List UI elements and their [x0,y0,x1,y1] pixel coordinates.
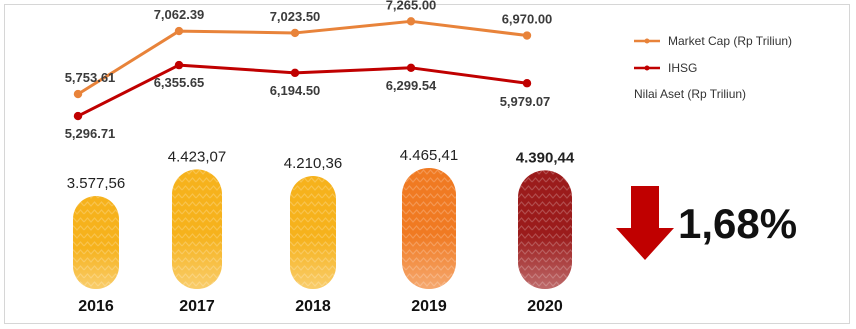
legend-entry-market-cap: Market Cap (Rp Triliun) [634,34,792,48]
legend-market-cap-label: Market Cap (Rp Triliun) [668,34,792,48]
data-point-ihsg-2020 [522,79,532,88]
data-point-ihsg-2016 [73,111,83,121]
legend: Market Cap (Rp Triliun) IHSG Nilai Aset … [634,34,792,101]
series-ihsg: 5,296.71 6,355.65 6,194.50 6,299.54 5,979.07 [65,60,551,141]
legend-ihsg-marker [644,65,650,71]
bar-value-label-2018: 4.210,36 [284,155,342,172]
data-label-market-cap-rp-triliun-2020: 6,970.00 [502,12,553,27]
change-percentage: 1,68% [678,200,797,247]
bar-value-label-2016: 3.577,56 [67,175,125,192]
data-label-market-cap-rp-triliun-2018: 7,023.50 [270,9,321,24]
data-point-market-cap-rp-triliun-2020 [522,31,532,40]
legend-market-cap-marker [644,38,650,44]
data-point-market-cap-rp-triliun-2019 [406,17,416,26]
series-market-cap-rp-triliun: 5,753.61 7,062.39 7,023.50 7,265.00 6,970.00 [65,0,553,99]
bar-shade-2019 [402,168,456,289]
year-label-2020: 2020 [527,298,563,315]
down-arrow-icon [616,186,674,260]
bar-shade-2017 [172,169,222,289]
bar-group-2019: 4.465,41 2019 [400,147,458,315]
year-label-2017: 2017 [179,298,215,315]
data-point-market-cap-rp-triliun-2018 [290,28,300,38]
bar-group-2020: 4.390,44 2020 [516,149,575,315]
legend-nilai-aset-label: Nilai Aset (Rp Triliun) [634,87,746,101]
change-indicator: 1,68% [616,186,797,260]
data-point-ihsg-2018 [290,68,300,78]
chart-frame [4,4,850,324]
bar-group-2016: 3.577,56 2016 [67,175,125,315]
data-label-ihsg-2016: 5,296.71 [65,126,116,141]
legend-ihsg-label: IHSG [668,61,697,75]
year-label-2019: 2019 [411,298,447,315]
year-label-2018: 2018 [295,298,331,315]
bar-value-label-2020: 4.390,44 [516,149,575,166]
pill-layer: 3.577,56 2016 4.423,07 2017 4.210,36 2018 4.46… [67,147,575,315]
data-label-ihsg-2020: 5,979.07 [500,94,551,109]
data-label-ihsg-2019: 6,299.54 [386,78,437,93]
bar-value-label-2019: 4.465,41 [400,147,458,164]
data-point-market-cap-rp-triliun-2016 [73,89,83,99]
bar-group-2017: 4.423,07 2017 [168,148,226,315]
data-point-ihsg-2019 [406,63,416,72]
bar-shade-2018 [290,176,336,289]
bar-shade-2016 [73,196,119,289]
year-label-2016: 2016 [78,298,114,315]
data-label-market-cap-rp-triliun-2016: 5,753.61 [65,70,116,85]
data-point-market-cap-rp-triliun-2017 [174,26,184,36]
bar-shade-2020 [518,170,572,289]
legend-entry-ihsg: IHSG [634,61,697,75]
line-layer: 5,753.61 7,062.39 7,023.50 7,265.00 6,970.00… [65,0,553,141]
data-label-ihsg-2018: 6,194.50 [270,83,321,98]
data-label-market-cap-rp-triliun-2017: 7,062.39 [154,7,205,22]
data-point-ihsg-2017 [174,60,184,70]
bar-value-label-2017: 4.423,07 [168,148,226,165]
data-label-market-cap-rp-triliun-2019: 7,265.00 [386,0,437,12]
bar-group-2018: 4.210,36 2018 [284,155,342,315]
data-label-ihsg-2017: 6,355.65 [154,75,205,90]
